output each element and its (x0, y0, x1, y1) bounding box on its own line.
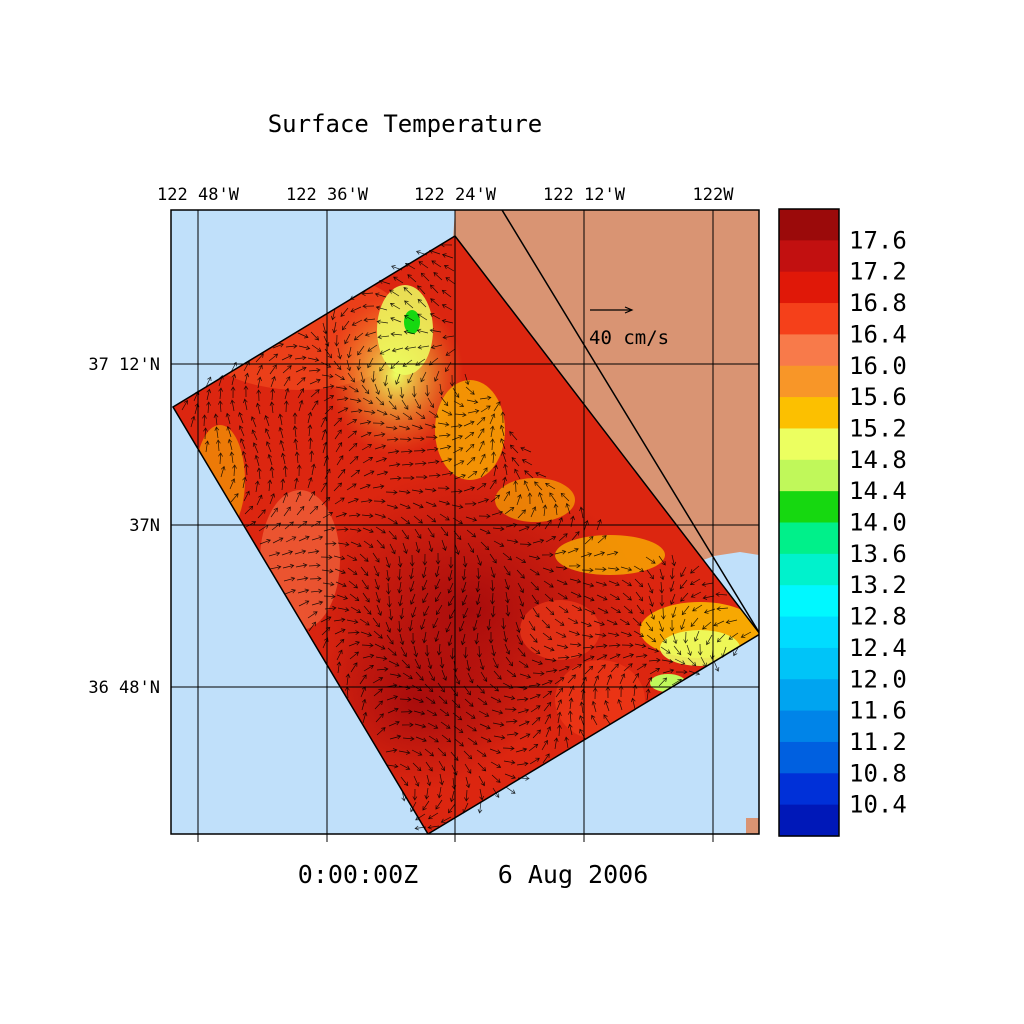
colorbar-swatch (779, 491, 839, 524)
colorbar-tick-label: 11.2 (849, 728, 907, 756)
colorbar-tick-label: 14.4 (849, 477, 907, 505)
lon-label: 122 36'W (286, 185, 369, 205)
land-mass-corner (746, 818, 759, 834)
colorbar-tick-label: 15.2 (849, 415, 907, 443)
colorbar-tick-label: 13.2 (849, 571, 907, 599)
colorbar-tick-label: 16.8 (849, 289, 907, 317)
colorbar-tick-label: 11.6 (849, 697, 907, 725)
colorbar-swatch (779, 647, 839, 680)
colorbar-swatch (779, 616, 839, 649)
colorbar-tick-label: 17.6 (849, 226, 907, 254)
colorbar-tick-label: 12.8 (849, 603, 907, 631)
domain-boundary-line (501, 210, 759, 634)
colorbar-tick-label: 10.8 (849, 759, 907, 787)
colorbar-swatch (779, 804, 839, 837)
date-label: 6 Aug 2006 (498, 860, 649, 889)
scale-vector: 40 cm/s (589, 306, 669, 349)
map-frame (170, 209, 760, 835)
colorbar-tick-label: 13.6 (849, 540, 907, 568)
model-domain-outline (171, 235, 759, 834)
colorbar-tick-label: 15.6 (849, 383, 907, 411)
colorbar-swatch (779, 240, 839, 273)
lon-label: 122 12'W (543, 185, 626, 205)
lon-label: 122 24'W (414, 185, 497, 205)
colorbar-swatch (779, 334, 839, 367)
timestamp-label: 0:00:00Z (298, 860, 418, 889)
colorbar-frame (778, 208, 840, 837)
scale-vector-label: 40 cm/s (589, 327, 669, 349)
colorbar-tick-label: 12.0 (849, 665, 907, 693)
colorbar-tick-label: 14.0 (849, 509, 907, 537)
colorbar-labels: 17.6 17.2 16.8 16.4 16.0 15.6 15.2 14.8 14.4 14.0… (849, 226, 907, 818)
colorbar-tick-label: 10.4 (849, 791, 907, 819)
longitude-labels: 122 48'W 122 36'W 122 24'W 122 12'W 122W (157, 185, 734, 205)
colorbar-swatch (779, 365, 839, 398)
colorbar-swatch (779, 271, 839, 304)
lat-label: 37N (129, 516, 160, 536)
colorbar-swatch (779, 209, 839, 241)
colorbar: 17.6 17.2 16.8 16.4 16.0 15.6 15.2 14.8 14.4 14.0… (778, 208, 907, 837)
colorbar-swatch (779, 459, 839, 492)
lat-label: 36 48'N (88, 678, 160, 698)
colorbar-swatch (779, 679, 839, 712)
colorbar-swatch (779, 303, 839, 335)
colorbar-swatch (779, 553, 839, 586)
colorbar-tick-label: 16.0 (849, 352, 907, 380)
lat-label: 37 12'N (88, 355, 160, 375)
graticule (171, 210, 759, 834)
colorbar-swatch (779, 522, 839, 555)
colorbar-swatch (779, 585, 839, 618)
colorbar-swatch (779, 710, 839, 743)
map-panel: 40 cm/s 122 48'W 122 36'W 122 24'W 122 1… (88, 185, 760, 842)
colorbar-tick-label: 17.2 (849, 258, 907, 286)
colorbar-swatches (779, 209, 839, 837)
colorbar-swatch (779, 741, 839, 774)
colorbar-swatch (779, 773, 839, 806)
latitude-labels: 37 12'N 37N 36 48'N (88, 355, 160, 698)
colorbar-tick-label: 14.8 (849, 446, 907, 474)
colorbar-swatch (779, 428, 839, 461)
lon-label: 122W (693, 185, 735, 205)
land-mass (447, 210, 759, 568)
lon-label: 122 48'W (157, 185, 240, 205)
colorbar-tick-label: 16.4 (849, 320, 907, 348)
chart-title: Surface Temperature (268, 110, 543, 138)
colorbar-tick-label: 12.4 (849, 634, 907, 662)
colorbar-swatch (779, 397, 839, 430)
